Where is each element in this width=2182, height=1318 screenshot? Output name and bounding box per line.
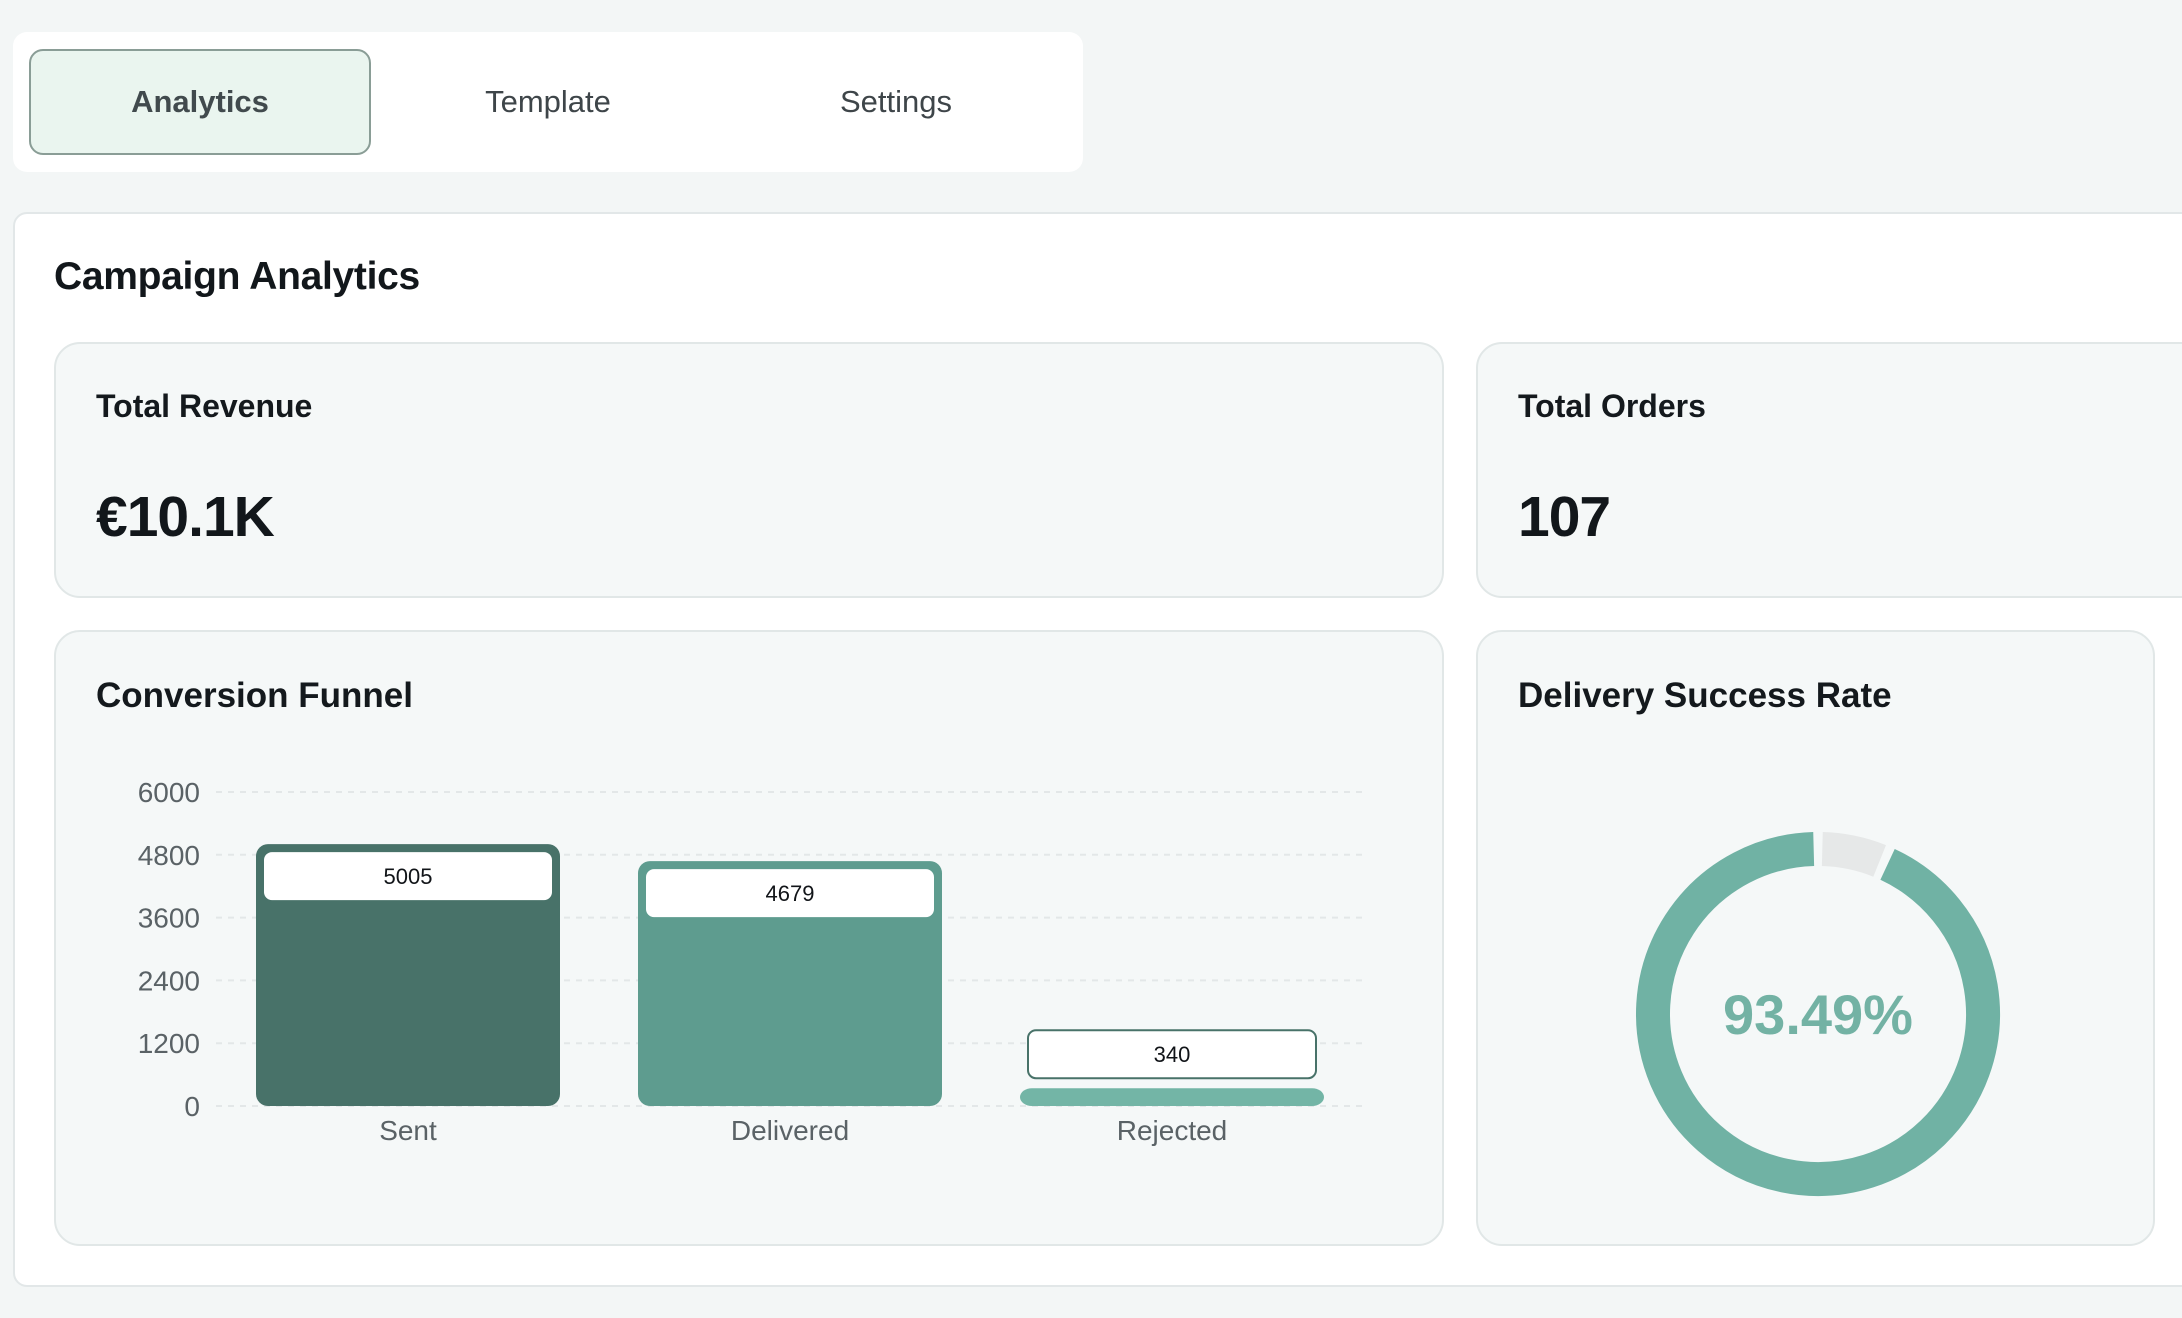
bar-value-label: 340	[1154, 1042, 1191, 1067]
delivery-success-card: Delivery Success Rate 93.49%	[1476, 630, 2155, 1246]
delivery-success-donut: 93.49%	[1636, 832, 2000, 1196]
revenue-value: €10.1K	[96, 485, 275, 549]
y-tick-label: 0	[184, 1091, 200, 1122]
bar-value-box	[264, 852, 552, 901]
x-category-label: Sent	[379, 1115, 437, 1146]
bar-value-box	[646, 869, 934, 918]
y-tick-label: 6000	[138, 777, 200, 808]
x-category-label: Delivered	[731, 1115, 849, 1146]
revenue-card: Total Revenue €10.1K	[54, 342, 1444, 598]
y-tick-label: 3600	[138, 903, 200, 934]
donut-segment-not-delivered[interactable]	[1821, 832, 1886, 877]
bar-value-box	[1027, 1029, 1317, 1080]
tab-template[interactable]: Template	[485, 84, 611, 119]
x-category-label: Rejected	[1117, 1115, 1228, 1146]
conversion-funnel-chart: 0 1200 2400 3600 4800 6000 5005 Sent 4679 Deliver…	[138, 777, 1366, 1146]
bar-value-label: 5005	[384, 864, 433, 889]
bar-rejected[interactable]	[1020, 1088, 1324, 1106]
orders-value: 107	[1518, 485, 1611, 549]
tab-analytics[interactable]: Analytics	[29, 49, 371, 155]
tab-bar: Analytics Template Settings	[13, 32, 1083, 172]
orders-label: Total Orders	[1518, 388, 1706, 424]
delivery-success-title: Delivery Success Rate	[1518, 676, 1892, 715]
donut-segment-delivered[interactable]	[1636, 832, 2000, 1196]
y-tick-label: 2400	[138, 965, 200, 996]
orders-card: Total Orders 107	[1476, 342, 2182, 598]
revenue-label: Total Revenue	[96, 388, 313, 424]
page-title: Campaign Analytics	[54, 255, 420, 298]
conversion-funnel-card: Conversion Funnel 0 1200 2400 3600 4800 6000 5…	[54, 630, 1444, 1246]
y-tick-label: 1200	[138, 1028, 200, 1059]
conversion-funnel-title: Conversion Funnel	[96, 676, 413, 715]
tab-settings[interactable]: Settings	[839, 84, 952, 119]
bar-delivered[interactable]	[638, 861, 942, 1106]
donut-center-label: 93.49%	[1723, 983, 1913, 1046]
bar-sent[interactable]	[256, 844, 560, 1106]
y-tick-label: 4800	[138, 840, 200, 871]
bar-value-label: 4679	[766, 881, 815, 906]
